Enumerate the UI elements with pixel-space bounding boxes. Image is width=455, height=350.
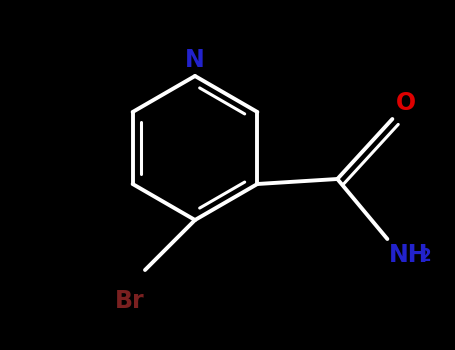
Text: NH: NH bbox=[389, 243, 429, 267]
Text: 2: 2 bbox=[420, 247, 431, 265]
Text: O: O bbox=[396, 91, 416, 115]
Text: Br: Br bbox=[115, 289, 145, 313]
Text: N: N bbox=[185, 48, 205, 72]
